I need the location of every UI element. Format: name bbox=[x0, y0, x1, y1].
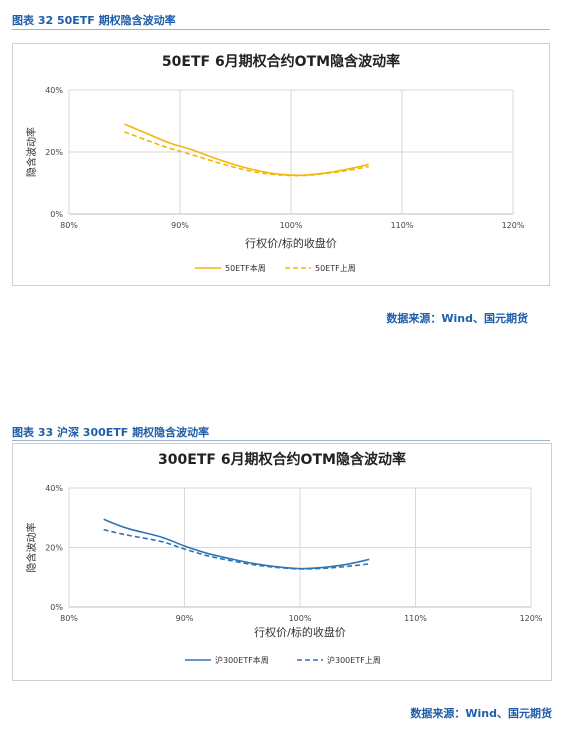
figure-caption: 图表 33 沪深 300ETF 期权隐含波动率 bbox=[12, 426, 210, 439]
y-axis-label: 隐含波动率 bbox=[25, 523, 38, 573]
series-line-last-week bbox=[103, 528, 370, 570]
x-axis-label: 行权价/标的收盘价 bbox=[254, 625, 346, 639]
x-tick-label: 100% bbox=[280, 221, 303, 230]
figure-caption: 图表 32 50ETF 期权隐含波动率 bbox=[12, 14, 176, 27]
y-tick-label: 0% bbox=[50, 210, 63, 219]
chart-title: 50ETF 6月期权合约OTM隐含波动率 bbox=[162, 53, 400, 70]
legend-label: 50ETF本周 bbox=[225, 263, 266, 273]
x-tick-label: 120% bbox=[502, 221, 525, 230]
chart-panel: 50ETF 6月期权合约OTM隐含波动率 80% 90% 100% 110% 120% 0%… bbox=[12, 43, 550, 286]
chart-title: 300ETF 6月期权合约OTM隐含波动率 bbox=[158, 451, 406, 468]
x-tick-label: 80% bbox=[60, 221, 78, 230]
y-tick-label: 40% bbox=[45, 484, 63, 493]
legend-label: 沪300ETF上周 bbox=[327, 655, 381, 665]
x-tick-label: 120% bbox=[520, 614, 543, 623]
x-tick-label: 110% bbox=[404, 614, 427, 623]
chart-panel: 300ETF 6月期权合约OTM隐含波动率 80% 90% 100% 110% 120% 0… bbox=[12, 443, 552, 681]
line-chart: 300ETF 6月期权合约OTM隐含波动率 80% 90% 100% 110% 120% 0… bbox=[25, 451, 543, 665]
source-note: 数据来源：Wind、国元期货 bbox=[410, 707, 552, 720]
x-axis-label: 行权价/标的收盘价 bbox=[245, 236, 337, 250]
series-line-this-week bbox=[124, 123, 369, 177]
series-line-last-week bbox=[124, 131, 369, 177]
x-tick-label: 80% bbox=[60, 614, 78, 623]
y-tick-label: 20% bbox=[45, 544, 63, 553]
x-tick-label: 90% bbox=[171, 221, 189, 230]
y-tick-label: 20% bbox=[45, 148, 63, 157]
legend-label: 50ETF上周 bbox=[315, 264, 356, 273]
caption-divider bbox=[12, 440, 550, 441]
legend-label: 沪300ETF本周 bbox=[215, 655, 269, 665]
x-tick-label: 100% bbox=[289, 614, 312, 623]
series-line-this-week bbox=[103, 518, 370, 570]
caption-divider bbox=[12, 29, 550, 30]
y-axis-label: 隐含波动率 bbox=[25, 127, 38, 177]
y-tick-label: 0% bbox=[50, 603, 63, 612]
x-tick-label: 90% bbox=[176, 614, 194, 623]
line-chart: 50ETF 6月期权合约OTM隐含波动率 80% 90% 100% 110% 120% 0%… bbox=[25, 53, 525, 273]
y-tick-label: 40% bbox=[45, 86, 63, 95]
source-note: 数据来源：Wind、国元期货 bbox=[386, 312, 528, 325]
x-tick-label: 110% bbox=[391, 221, 414, 230]
